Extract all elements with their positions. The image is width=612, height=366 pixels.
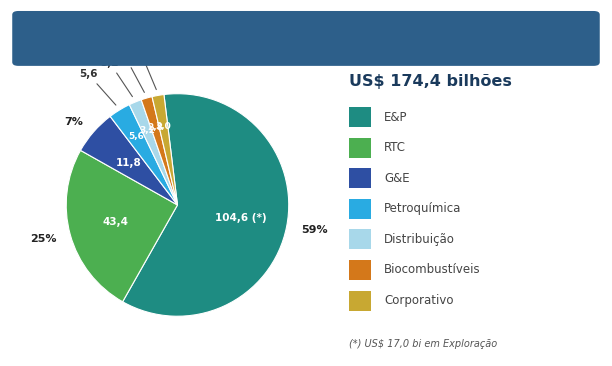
Text: (*) US$ 17,0 bi em Exploração: (*) US$ 17,0 bi em Exploração [349, 339, 497, 348]
Text: 2%: 2% [103, 40, 121, 51]
Text: 2%: 2% [121, 34, 138, 44]
FancyBboxPatch shape [349, 168, 371, 188]
Text: 5,6: 5,6 [128, 132, 144, 141]
FancyBboxPatch shape [349, 229, 371, 250]
Wedge shape [110, 105, 177, 205]
Text: RTC: RTC [384, 141, 406, 154]
FancyBboxPatch shape [349, 260, 371, 280]
Text: Corporativo: Corporativo [384, 294, 453, 307]
Text: Petroquímica: Petroquímica [384, 202, 461, 216]
Wedge shape [141, 97, 177, 205]
Text: 3,0: 3,0 [132, 49, 156, 90]
Text: G&E: G&E [384, 172, 409, 185]
Text: 3,0: 3,0 [155, 122, 171, 131]
FancyBboxPatch shape [349, 138, 371, 158]
Text: PN 2009-13 | Período 2009-2013 *: PN 2009-13 | Período 2009-2013 * [147, 29, 465, 48]
Text: 59%: 59% [300, 224, 327, 235]
Text: 2,8: 2,8 [147, 123, 163, 132]
Wedge shape [122, 94, 289, 316]
Wedge shape [129, 100, 177, 205]
Text: 43,4: 43,4 [102, 217, 129, 227]
Wedge shape [66, 150, 177, 302]
Text: 2%: 2% [138, 30, 156, 40]
Text: 25%: 25% [30, 234, 56, 244]
Text: 104,6 (*): 104,6 (*) [215, 213, 267, 223]
Text: E&P: E&P [384, 111, 408, 124]
FancyBboxPatch shape [349, 199, 371, 219]
Text: 3,2: 3,2 [139, 126, 155, 135]
Text: 3,2: 3,2 [100, 58, 132, 97]
Text: US$ 174,4 bilhões: US$ 174,4 bilhões [349, 74, 512, 89]
Text: 5,6: 5,6 [79, 69, 116, 105]
Wedge shape [152, 94, 177, 205]
Text: Biocombustíveis: Biocombustíveis [384, 264, 480, 276]
Wedge shape [81, 116, 177, 205]
FancyBboxPatch shape [349, 291, 371, 310]
Text: 11,8: 11,8 [116, 157, 142, 168]
Text: 3%: 3% [79, 53, 97, 63]
Text: 7%: 7% [64, 117, 83, 127]
Text: Distribuição: Distribuição [384, 233, 455, 246]
Text: 2,8: 2,8 [116, 52, 144, 92]
FancyBboxPatch shape [349, 107, 371, 127]
